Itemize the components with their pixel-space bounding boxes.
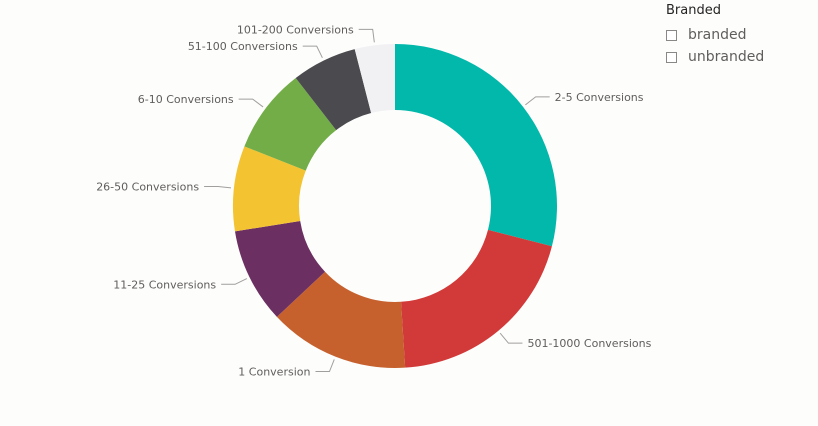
slice-2-5-conversions[interactable]	[395, 44, 557, 247]
slice-11-25-conversions[interactable]	[234, 221, 326, 317]
leader-line	[315, 359, 335, 373]
slice-26-50-conversions[interactable]	[232, 146, 306, 232]
checkbox-icon[interactable]	[666, 29, 677, 41]
slice-51-100-conversions[interactable]	[295, 49, 372, 131]
label-101-200-conversions: 101-200 Conversions	[237, 23, 354, 36]
slicer-option-branded[interactable]: branded	[666, 24, 764, 46]
slicer-title: Branded	[666, 3, 721, 18]
slicer-option-unbranded[interactable]: unbranded	[666, 46, 764, 68]
checkbox-icon[interactable]	[666, 51, 677, 63]
chart-slices	[232, 44, 557, 368]
slicer-option-label: branded	[688, 27, 747, 43]
leader-line	[499, 332, 523, 344]
label-501-1000-conversions: 501-1000 Conversions	[527, 337, 651, 350]
leader-line	[204, 185, 232, 189]
slice-101-200-conversions[interactable]	[354, 44, 395, 114]
leader-line	[221, 278, 248, 285]
label-26-50-conversions: 26-50 Conversions	[96, 180, 199, 193]
label-6-10-conversions: 6-10 Conversions	[138, 93, 234, 106]
slice-1-conversion[interactable]	[276, 271, 406, 368]
slice-501-1000-conversions[interactable]	[401, 229, 552, 368]
leader-line	[238, 98, 264, 108]
label-2-5-conversions: 2-5 Conversions	[555, 91, 644, 104]
label-11-25-conversions: 11-25 Conversions	[113, 278, 216, 291]
leader-line	[525, 96, 550, 106]
branded-slicer: Branded branded unbranded	[666, 3, 764, 68]
label-1-conversion: 1 Conversion	[238, 366, 310, 379]
leader-line	[358, 28, 375, 43]
chart-leader-lines	[204, 28, 550, 373]
leader-line	[302, 45, 323, 59]
slicer-option-label: unbranded	[688, 49, 765, 65]
chart-labels: 2-5 Conversions 501-1000 Conversions 1 Con…	[96, 23, 651, 378]
slice-6-10-conversions[interactable]	[244, 77, 337, 171]
label-51-100-conversions: 51-100 Conversions	[188, 40, 298, 53]
